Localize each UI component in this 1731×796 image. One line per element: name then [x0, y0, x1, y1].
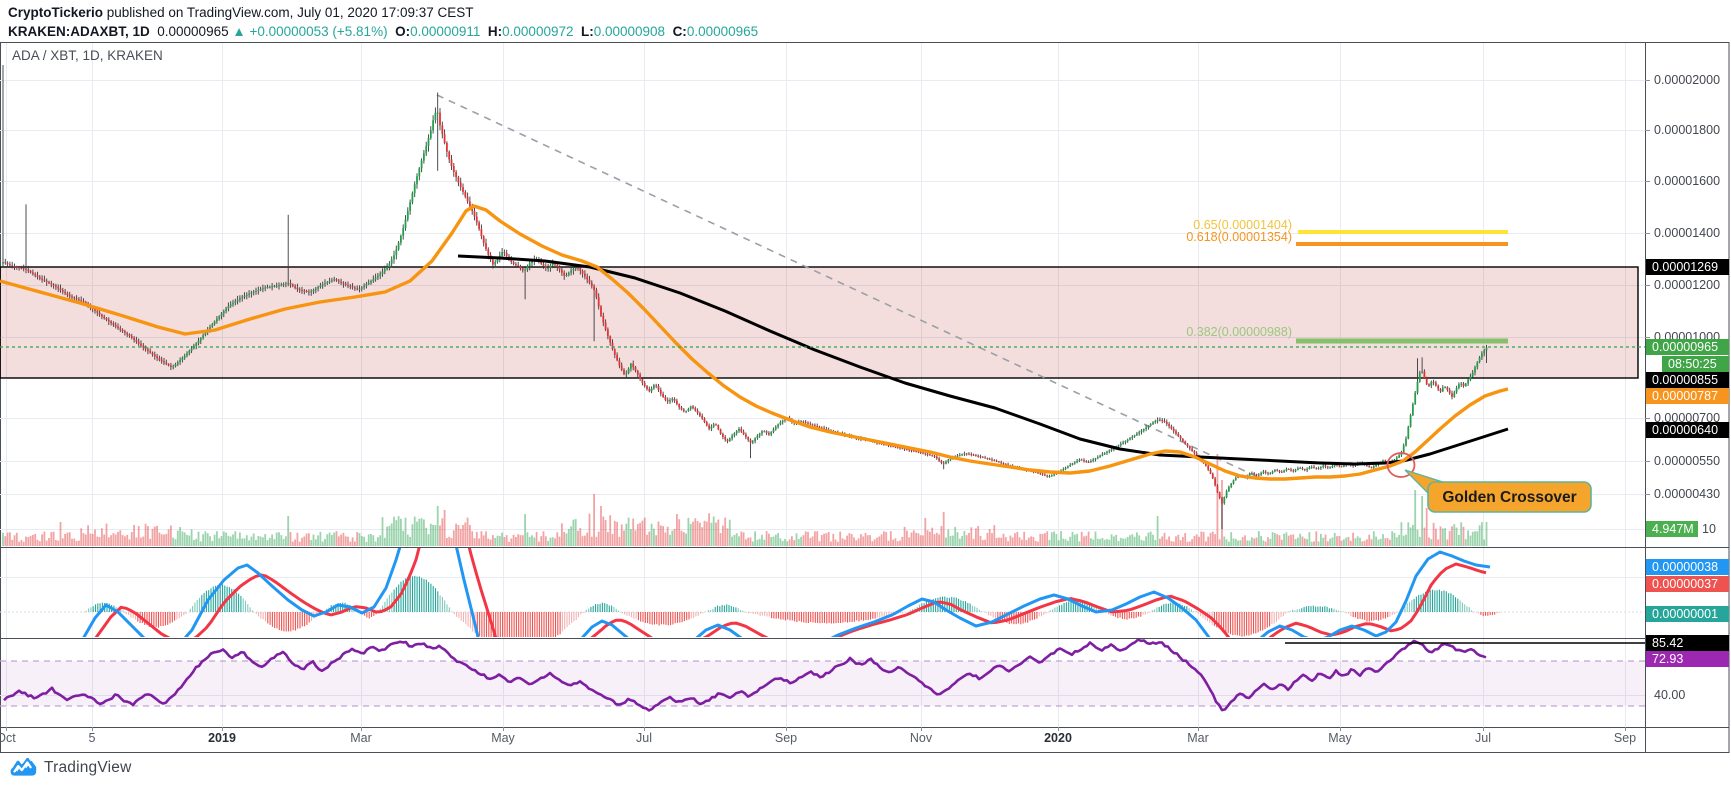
axis-value-label: 72.93: [1652, 652, 1683, 666]
quote-segment-8: 0.00000908: [593, 24, 673, 39]
axis-value-label: 0.00000640: [1652, 423, 1718, 437]
ma200-line[interactable]: [457, 254, 1509, 466]
price-tick-label: 0.00000550: [1654, 454, 1720, 468]
axis-value-label-bg: [1646, 606, 1729, 622]
tradingview-watermark[interactable]: TradingView: [10, 758, 132, 777]
quote-segment-3: O:: [395, 24, 411, 39]
publish-line: CryptoTickerio published on TradingView.…: [8, 4, 758, 21]
time-tick-label: May: [1328, 731, 1352, 745]
price-tick-label: 0.00000430: [1654, 487, 1720, 501]
axis-value-label: 08:50:25: [1668, 357, 1717, 371]
price-panel: [0, 65, 1639, 546]
price-tick-label: 0.00001200: [1654, 278, 1720, 292]
time-tick-label: Jul: [1475, 731, 1491, 745]
axis-value-label-bg: [1646, 576, 1729, 592]
quote-segment-2: ▲ +0.00000053 (+5.81%): [232, 24, 396, 39]
price-tick-label: 0.00000700: [1654, 411, 1720, 425]
downtrend-dashed-line[interactable]: [436, 94, 1263, 480]
axis-value-label: 85.42: [1652, 636, 1683, 650]
quote-segment-1: 0.00000965: [149, 24, 233, 39]
publisher-name: CryptoTickerio: [8, 5, 104, 20]
publish-info: published on TradingView.com, July 01, 2…: [103, 5, 474, 20]
price-tick-label: 0.00002000: [1654, 73, 1720, 87]
quote-segment-10: 0.00000965: [686, 24, 759, 39]
time-axis[interactable]: Oct 5 2019 Mar May Jul Sep Nov 2020 Mar May Jul Sep: [0, 727, 1636, 745]
time-tick-label: Jul: [636, 731, 652, 745]
fib-level-label-2: 0.382(0.00000988): [1186, 325, 1292, 339]
axis-value-label-bg: [1646, 635, 1729, 651]
fib-level-label-1: 0.618(0.00001354): [1186, 230, 1292, 244]
axis-value-label: 0.00000855: [1652, 373, 1718, 387]
time-tick-label: 5: [89, 731, 96, 745]
time-tick-label: Nov: [910, 731, 933, 745]
fib-level-label-0: 0.65(0.00001404): [1193, 218, 1292, 232]
axis-value-label-bg: [1646, 339, 1729, 355]
time-tick-label: Sep: [1614, 731, 1636, 745]
golden-crossover-text: Golden Crossover: [1442, 489, 1576, 506]
rsi-line[interactable]: [3, 639, 1487, 712]
price-tick-label: 0.00001400: [1654, 226, 1720, 240]
axis-value-label: 4.947M: [1652, 522, 1694, 536]
quote-segment-4: 0.00000911: [410, 24, 488, 39]
macd-signal-line[interactable]: [94, 526, 1487, 656]
price-tick-label: 0.00001600: [1654, 174, 1720, 188]
time-tick-label: Oct: [0, 731, 16, 745]
time-tick-label: May: [491, 731, 515, 745]
time-tick-label: Mar: [1187, 731, 1209, 745]
watermark-brand-text: TradingView: [44, 758, 132, 776]
volume-tick-remnant: 10: [1702, 522, 1716, 536]
axis-value-label-bg: [1662, 356, 1729, 372]
axis-value-label-bg: [1646, 388, 1729, 404]
axis-value-label-bg: [1646, 651, 1729, 667]
axis-value-label: 0.00000965: [1652, 340, 1718, 354]
macd-line[interactable]: [80, 505, 1491, 668]
golden-cross-circle[interactable]: [1386, 452, 1416, 478]
macd-panel: [0, 505, 1645, 668]
chart-frame: [0, 42, 1730, 753]
volume-bars: [2, 454, 1488, 546]
chart-legend-title[interactable]: ADA / XBT, 1D, KRAKEN: [12, 48, 163, 63]
quote-segment-9: C:: [672, 24, 687, 39]
quote-segment-7: L:: [580, 24, 594, 39]
axis-value-label-bg: [1646, 521, 1698, 537]
time-tick-label: Sep: [775, 731, 797, 745]
candlestick-series: [2, 65, 1488, 529]
supply-zone-rect[interactable]: [0, 266, 1639, 379]
axis-value-label: 0.00000037: [1652, 577, 1718, 591]
rsi-panel: [0, 639, 1645, 712]
time-tick-label: 2019: [208, 731, 236, 745]
symbol-quote-line: KRAKEN:ADAXBT, 1D 0.00000965 ▲ +0.000000…: [8, 23, 758, 40]
axis-value-label-bg: [1646, 559, 1729, 575]
axis-value-label-bg: [1646, 372, 1729, 388]
axis-value-label: 0.00000787: [1652, 389, 1718, 403]
axis-value-label-bg: [1646, 259, 1729, 275]
axis-value-label: 0.00001269: [1652, 260, 1718, 274]
time-tick-label: 2020: [1044, 731, 1072, 745]
quote-segment-0: KRAKEN:ADAXBT, 1D: [8, 24, 150, 39]
tradingview-logo-icon: [10, 758, 37, 776]
time-tick-label: Mar: [350, 731, 372, 745]
axis-value-label-bg: [1646, 422, 1729, 438]
quote-segment-6: 0.00000972: [502, 24, 581, 39]
quote-segment-5: H:: [487, 24, 503, 39]
golden-crossover-callout[interactable]: Golden Crossover: [1404, 469, 1592, 513]
price-tick-label: 0.00001800: [1654, 123, 1720, 137]
rsi-tick-label: 40.00: [1654, 688, 1685, 702]
axis-value-label: 0.00000038: [1652, 560, 1718, 574]
axis-value-label: 0.00000001: [1652, 607, 1718, 621]
price-axis[interactable]: 0.00002000 0.00001800 0.00001600 0.00001400…: [1645, 73, 1729, 702]
ma50-line[interactable]: [0, 204, 1509, 481]
ma-overlays: [0, 204, 1509, 481]
chart-header: CryptoTickerio published on TradingView.…: [8, 4, 758, 40]
